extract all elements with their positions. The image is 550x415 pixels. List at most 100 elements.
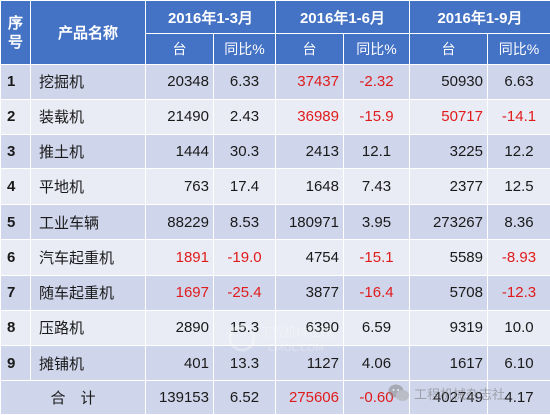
h1-units-cell: 36989 (275, 98, 344, 135)
h1-units-cell: 1127 (275, 345, 344, 382)
table-row: 9 摊铺机 401 13.3 1127 4.06 1617 6.10 (0, 345, 550, 382)
total-h1-yoy: -0.60 (343, 380, 410, 415)
h1-yoy-cell: 12.1 (343, 133, 410, 170)
h1-yoy-cell: 6.59 (343, 309, 410, 347)
h1-units-cell: 4754 (275, 238, 344, 276)
product-name-cell: 挖掘机 (30, 64, 146, 100)
table-row: 7 随车起重机 1697 -25.4 3877 -16.4 5708 -12.3 (0, 274, 550, 311)
h1-units-cell: 37437 (275, 64, 344, 100)
q1-units-cell: 763 (145, 168, 214, 206)
yoy-header: 同比% (343, 33, 410, 65)
product-name-cell: 装载机 (30, 98, 146, 135)
q1-yoy-cell: -19.0 (213, 238, 276, 276)
q1-units-cell: 1444 (145, 133, 214, 170)
product-name-cell: 工业车辆 (30, 204, 146, 240)
q3-units-cell: 50930 (409, 64, 488, 100)
q1-yoy-cell: 6.33 (213, 64, 276, 100)
index-cell: 5 (0, 204, 31, 240)
q3-units-cell: 273267 (409, 204, 488, 240)
q3-units-cell: 5589 (409, 238, 488, 276)
index-cell: 3 (0, 133, 31, 170)
yoy-header: 同比% (487, 33, 550, 65)
q1-yoy-cell: 15.3 (213, 309, 276, 347)
h1-yoy-cell: -15.9 (343, 98, 410, 135)
q3-units-cell: 2377 (409, 168, 488, 206)
period-header-q3: 2016年1-9月 (409, 0, 550, 34)
q3-yoy-cell: -14.1 (487, 98, 550, 135)
h1-units-cell: 3877 (275, 274, 344, 311)
product-name-cell: 平地机 (30, 168, 146, 206)
q1-units-cell: 21490 (145, 98, 214, 135)
q1-units-cell: 20348 (145, 64, 214, 100)
index-cell: 1 (0, 64, 31, 100)
q3-yoy-cell: 12.2 (487, 133, 550, 170)
index-cell: 8 (0, 309, 31, 347)
period-header-q1: 2016年1-3月 (145, 0, 276, 34)
q1-yoy-cell: 8.53 (213, 204, 276, 240)
q3-units-cell: 3225 (409, 133, 488, 170)
unit-header: 台 (145, 33, 214, 65)
unit-header: 台 (409, 33, 488, 65)
h1-yoy-cell: 4.06 (343, 345, 410, 382)
q1-units-cell: 1891 (145, 238, 214, 276)
q1-units-cell: 88229 (145, 204, 214, 240)
q1-yoy-cell: 2.43 (213, 98, 276, 135)
period-header-h1: 2016年1-6月 (275, 0, 410, 34)
q3-yoy-cell: 12.5 (487, 168, 550, 206)
q1-yoy-cell: 13.3 (213, 345, 276, 382)
product-name-cell: 压路机 (30, 309, 146, 347)
index-cell: 6 (0, 238, 31, 276)
table-row: 3 推土机 1444 30.3 2413 12.1 3225 12.2 (0, 133, 550, 170)
h1-yoy-cell: -16.4 (343, 274, 410, 311)
table-row: 8 压路机 2890 15.3 6390 6.59 9319 10.0 (0, 309, 550, 347)
index-cell: 7 (0, 274, 31, 311)
h1-units-cell: 6390 (275, 309, 344, 347)
index-cell: 9 (0, 345, 31, 382)
total-q1-yoy: 6.52 (213, 380, 276, 415)
q3-yoy-cell: 8.36 (487, 204, 550, 240)
q3-yoy-cell: 10.0 (487, 309, 550, 347)
index-cell: 4 (0, 168, 31, 206)
h1-units-cell: 1648 (275, 168, 344, 206)
q1-yoy-cell: -25.4 (213, 274, 276, 311)
q1-units-cell: 401 (145, 345, 214, 382)
unit-header: 台 (275, 33, 344, 65)
product-name-header: 产品名称 (30, 0, 146, 65)
q3-yoy-cell: -12.3 (487, 274, 550, 311)
table-row: 5 工业车辆 88229 8.53 180971 3.95 273267 8.36 (0, 204, 550, 240)
total-label: 合 计 (0, 380, 146, 415)
h1-yoy-cell: -15.1 (343, 238, 410, 276)
q3-yoy-cell: -8.93 (487, 238, 550, 276)
total-q3-yoy: 4.17 (487, 380, 550, 415)
total-h1-units: 275606 (275, 380, 344, 415)
product-name-cell: 汽车起重机 (30, 238, 146, 276)
q1-yoy-cell: 30.3 (213, 133, 276, 170)
total-q1-units: 139153 (145, 380, 214, 415)
q1-units-cell: 2890 (145, 309, 214, 347)
table-row: 6 汽车起重机 1891 -19.0 4754 -15.1 5589 -8.93 (0, 238, 550, 276)
h1-units-cell: 180971 (275, 204, 344, 240)
h1-yoy-cell: 3.95 (343, 204, 410, 240)
total-q3-units: 402749 (409, 380, 488, 415)
product-name-cell: 摊铺机 (30, 345, 146, 382)
table-row: 4 平地机 763 17.4 1648 7.43 2377 12.5 (0, 168, 550, 206)
index-header: 序号 (0, 0, 31, 65)
total-row: 合 计 139153 6.52 275606 -0.60 402749 4.17 (0, 380, 550, 415)
product-name-cell: 随车起重机 (30, 274, 146, 311)
q3-units-cell: 1617 (409, 345, 488, 382)
h1-yoy-cell: 7.43 (343, 168, 410, 206)
q1-yoy-cell: 17.4 (213, 168, 276, 206)
table-row: 1 挖掘机 20348 6.33 37437 -2.32 50930 6.63 (0, 64, 550, 100)
h1-units-cell: 2413 (275, 133, 344, 170)
yoy-header: 同比% (213, 33, 276, 65)
q3-units-cell: 50717 (409, 98, 488, 135)
product-name-cell: 推土机 (30, 133, 146, 170)
q3-units-cell: 9319 (409, 309, 488, 347)
q3-yoy-cell: 6.63 (487, 64, 550, 100)
q3-yoy-cell: 6.10 (487, 345, 550, 382)
h1-yoy-cell: -2.32 (343, 64, 410, 100)
q1-units-cell: 1697 (145, 274, 214, 311)
index-cell: 2 (0, 98, 31, 135)
q3-units-cell: 5708 (409, 274, 488, 311)
